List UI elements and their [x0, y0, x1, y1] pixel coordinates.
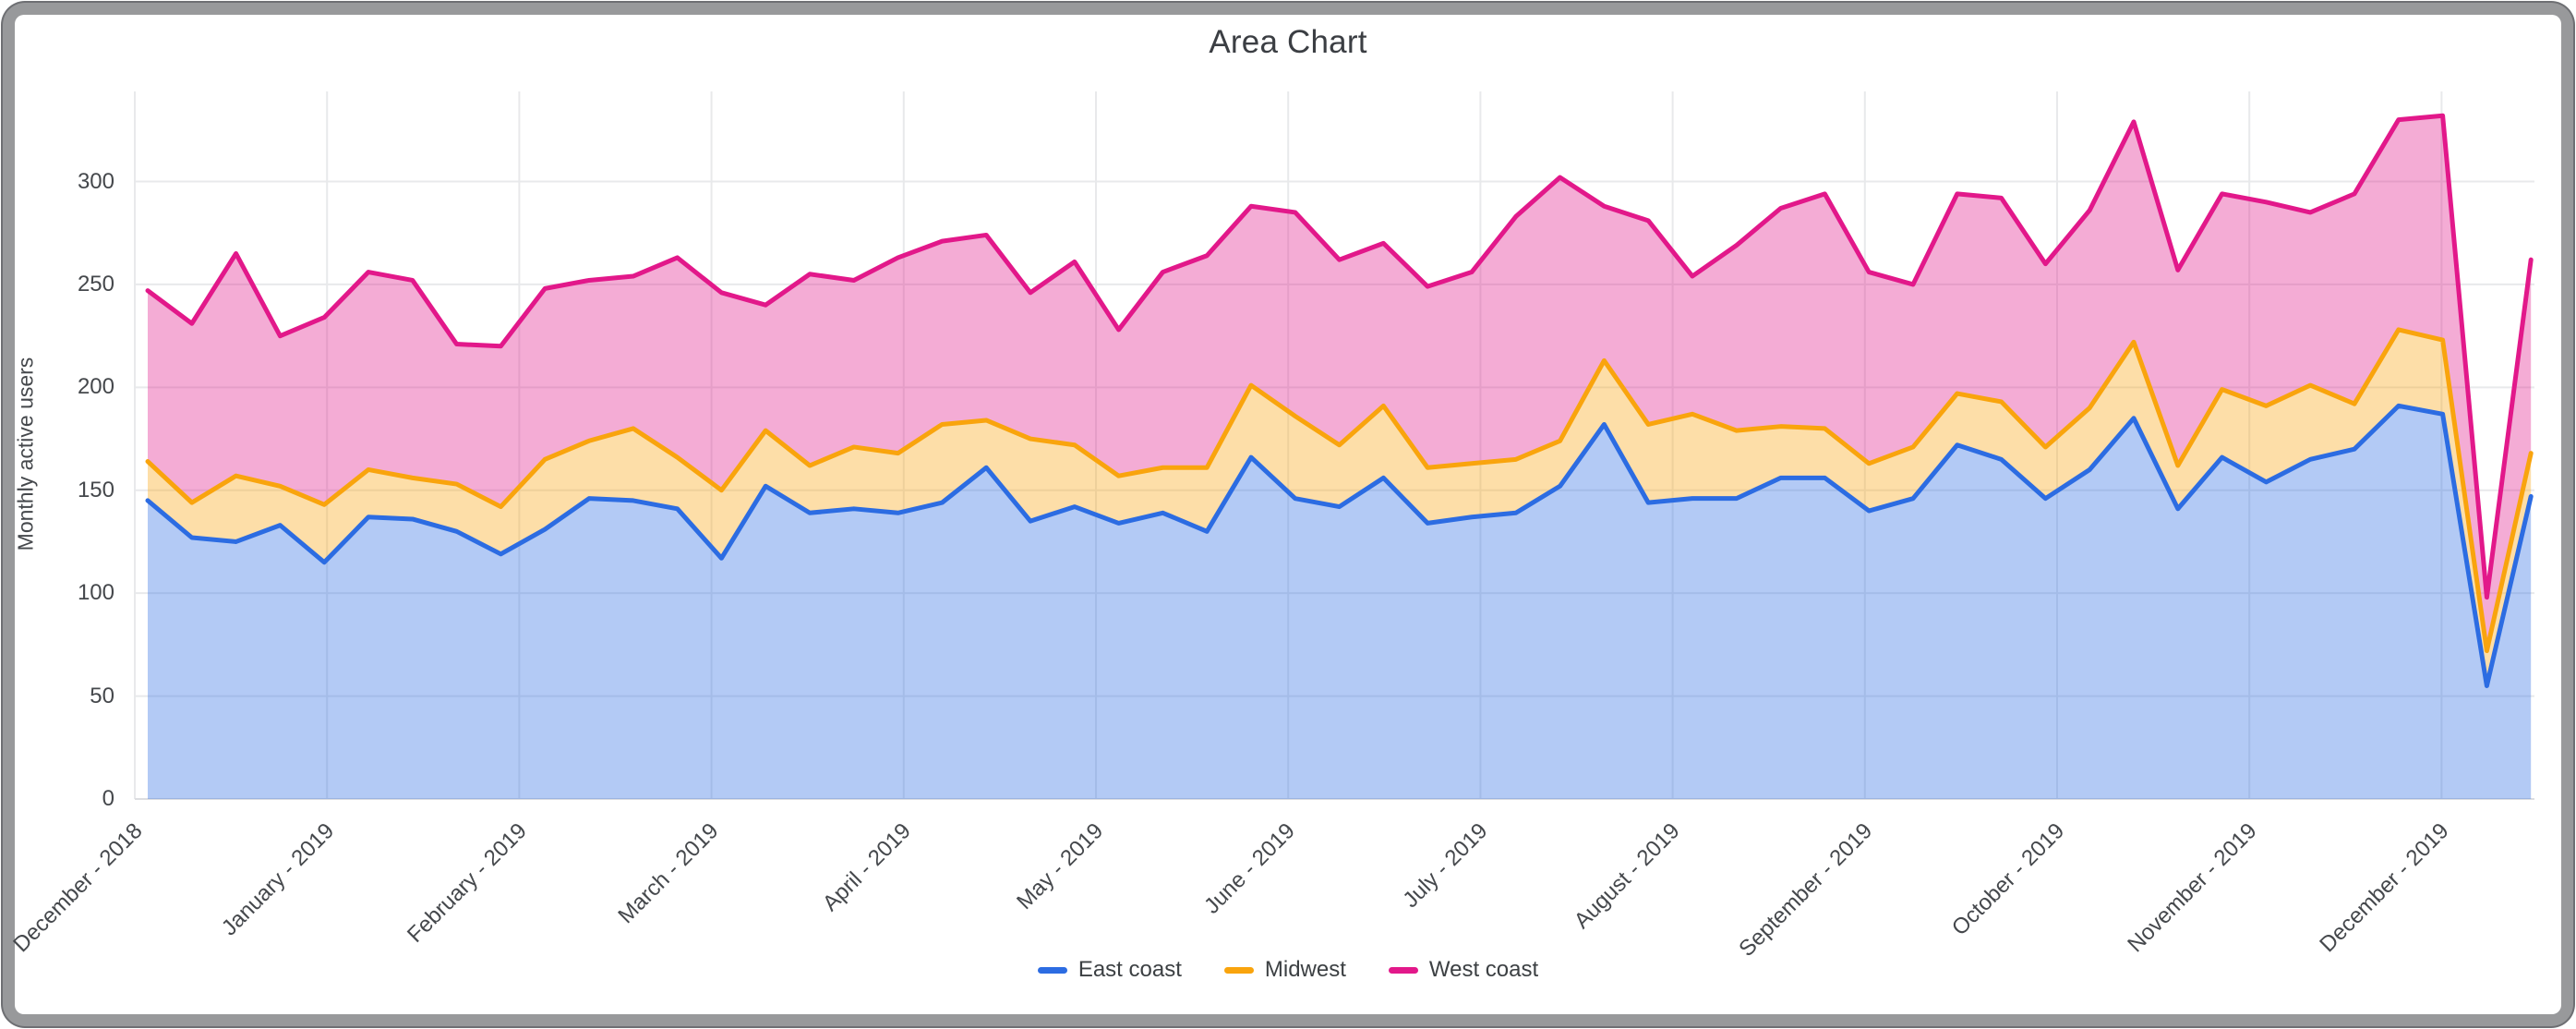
legend-item-midwest[interactable]: Midwest — [1223, 957, 1346, 983]
legend-label-east-coast: East coast — [1077, 957, 1182, 982]
y-tick-label: 50 — [90, 683, 114, 708]
legend-item-east-coast[interactable]: East coast — [1037, 957, 1182, 983]
y-tick-label: 200 — [77, 374, 114, 400]
line-east-coast — [145, 403, 2534, 688]
legend-item-west-coast[interactable]: West coast — [1388, 957, 1539, 983]
legend-label-midwest: Midwest — [1264, 957, 1346, 982]
legend-swatch-east-coast-icon — [1037, 966, 1067, 974]
line-west-coast — [145, 113, 2534, 600]
y-tick-label: 100 — [77, 580, 114, 606]
legend-swatch-west-coast-icon — [1388, 966, 1418, 974]
legend: East coast Midwest West coast — [0, 957, 2576, 983]
area-east-coast — [148, 406, 2532, 799]
line-midwest — [145, 327, 2534, 654]
legend-swatch-midwest-icon — [1223, 966, 1254, 974]
y-tick-label: 0 — [102, 786, 114, 811]
area-west-coast — [148, 115, 2532, 651]
legend-label-west-coast: West coast — [1428, 957, 1539, 982]
y-tick-label: 250 — [77, 271, 114, 297]
y-tick-label: 150 — [77, 477, 114, 502]
y-tick-label: 300 — [77, 168, 114, 194]
chart-title: Area Chart — [1209, 24, 1367, 60]
y-axis-title: Monthly active users — [13, 357, 38, 551]
